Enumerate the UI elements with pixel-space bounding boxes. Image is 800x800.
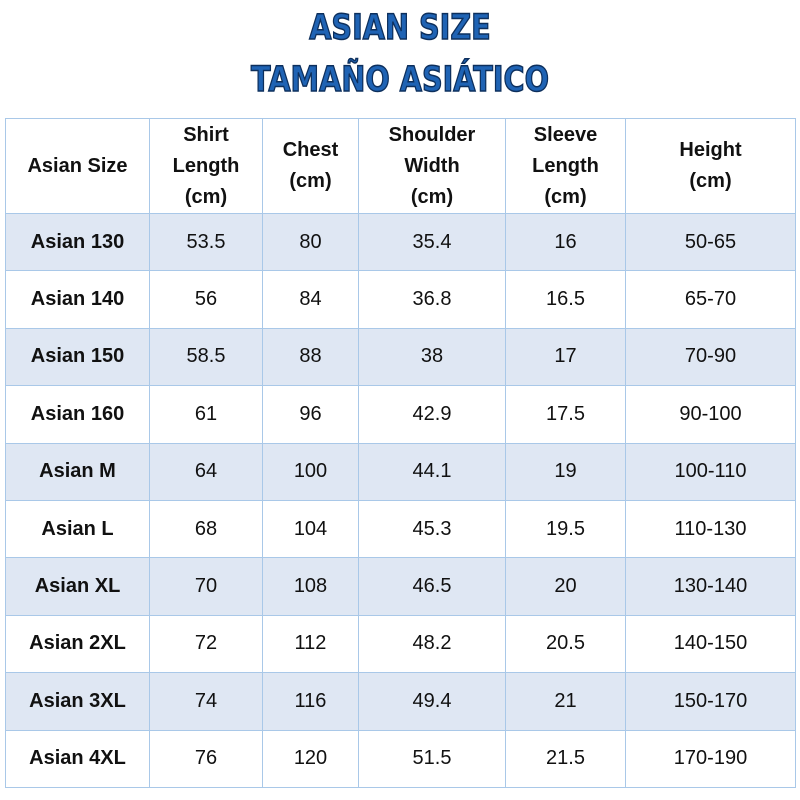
table-cell: 72 [149,614,263,674]
header-text: (cm) [689,170,732,192]
size-label: Asian 4XL [5,729,150,788]
table-cell: 20.5 [505,614,626,674]
title: ASIAN SIZE TAMAÑO ASIÁTICO [0,2,800,106]
table-cell: 70-90 [625,327,796,387]
size-label: Asian 160 [5,385,150,444]
table-cell: 36.8 [358,270,506,329]
table-cell: 108 [262,557,359,616]
table-cell: 45.3 [358,499,506,559]
table-row: Asian 2XL 72 112 48.2 20.5 140-150 [5,614,796,674]
header-text: Width [404,154,460,177]
table-cell: 61 [149,385,263,444]
table-row: Asian XL 70 108 46.5 20 130-140 [5,557,796,616]
table-cell: 51.5 [358,729,506,788]
table-cell: 16 [505,212,626,272]
table-row: Asian 4XL 76 120 51.5 21.5 170-190 [5,729,796,788]
column-header: Height (cm) [625,118,796,214]
table-row: Asian 130 53.5 80 35.4 16 50-65 [5,212,796,272]
table-row: Asian 160 61 96 42.9 17.5 90-100 [5,385,796,444]
table-cell: 100 [262,442,359,501]
header-text: Asian Size [27,154,128,177]
header-text: (cm) [184,185,228,208]
table-cell: 84 [262,270,359,329]
table-cell: 17.5 [505,385,626,444]
table-cell: 65-70 [625,270,796,329]
table-cell: 19.5 [505,499,626,559]
table-cell: 88 [262,327,359,387]
header-text: (cm) [289,170,332,192]
table-cell: 104 [262,499,359,559]
size-label: Asian 3XL [5,672,150,731]
column-header: Asian Size [5,118,150,214]
header-text: Sleeve [533,123,598,146]
header-text: (cm) [544,185,587,208]
column-header: Shoulder Width (cm) [358,118,506,214]
table-cell: 130-140 [625,557,796,616]
size-label: Asian XL [5,557,150,616]
table-cell: 49.4 [358,672,506,731]
table-cell: 120 [262,729,359,788]
table-cell: 50-65 [625,212,796,272]
table-cell: 110-130 [625,499,796,559]
header-text: Length [172,154,240,177]
column-header: Shirt Length (cm) [149,118,263,214]
size-label: Asian L [5,499,150,559]
table-row: Asian L 68 104 45.3 19.5 110-130 [5,499,796,559]
table-cell: 21.5 [505,729,626,788]
size-label: Asian 150 [5,327,150,387]
table-cell: 46.5 [358,557,506,616]
size-label: Asian 140 [5,270,150,329]
table-cell: 112 [262,614,359,674]
table-row: Asian 3XL 74 116 49.4 21 150-170 [5,672,796,731]
table-row: Asian 140 56 84 36.8 16.5 65-70 [5,270,796,329]
header-text: Shirt [183,123,229,146]
table-cell: 17 [505,327,626,387]
table-cell: 70 [149,557,263,616]
table-cell: 35.4 [358,212,506,272]
column-header: Chest (cm) [262,118,359,214]
size-label: Asian 2XL [5,614,150,674]
table-row: Asian 150 58.5 88 38 17 70-90 [5,327,796,387]
title-line: TAMAÑO ASIÁTICO [250,59,549,101]
table-cell: 90-100 [625,385,796,444]
header-text: Height [679,139,742,161]
header-text: Shoulder [388,123,476,146]
size-label: Asian 130 [5,212,150,272]
table-cell: 21 [505,672,626,731]
table-cell: 16.5 [505,270,626,329]
table-cell: 58.5 [149,327,263,387]
table-cell: 74 [149,672,263,731]
table-cell: 76 [149,729,263,788]
table-cell: 53.5 [149,212,263,272]
table-cell: 44.1 [358,442,506,501]
table-cell: 19 [505,442,626,501]
size-table: Asian Size Shirt Length (cm) Chest (cm) Should… [5,118,796,788]
table-cell: 48.2 [358,614,506,674]
table-cell: 140-150 [625,614,796,674]
column-header: Sleeve Length (cm) [505,118,626,214]
title-line: ASIAN SIZE [309,7,492,49]
table-cell: 20 [505,557,626,616]
table-cell: 80 [262,212,359,272]
table-cell: 38 [358,327,506,387]
table-cell: 170-190 [625,729,796,788]
table-row: Asian M 64 100 44.1 19 100-110 [5,442,796,501]
table-cell: 56 [149,270,263,329]
table-cell: 150-170 [625,672,796,731]
header-text: (cm) [410,185,454,208]
table-cell: 42.9 [358,385,506,444]
header-text: Chest [282,139,339,161]
header-row: Asian Size Shirt Length (cm) Chest (cm) Should… [5,118,796,214]
table-cell: 96 [262,385,359,444]
table-cell: 68 [149,499,263,559]
table-cell: 116 [262,672,359,731]
table-cell: 64 [149,442,263,501]
table-cell: 100-110 [625,442,796,501]
header-text: Length [532,154,599,177]
size-label: Asian M [5,442,150,501]
